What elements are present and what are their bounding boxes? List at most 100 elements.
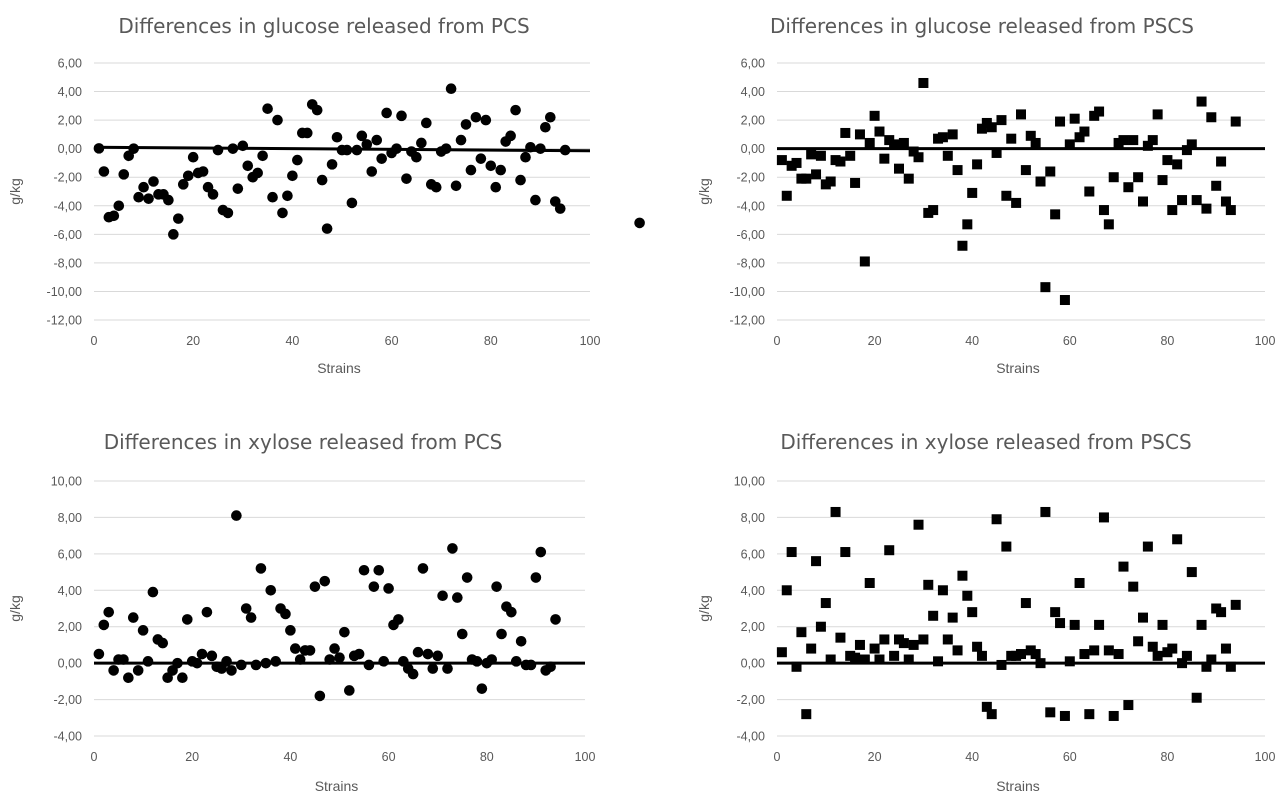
- data-point: [903, 654, 914, 665]
- data-point: [232, 183, 244, 194]
- data-point: [952, 645, 963, 656]
- data-point: [240, 603, 252, 614]
- data-point: [505, 130, 516, 142]
- data-point: [859, 256, 870, 267]
- y-tick-label: -12,00: [47, 314, 82, 328]
- data-point: [378, 656, 389, 667]
- y-tick-label: 8,00: [58, 511, 82, 525]
- data-point: [1220, 196, 1231, 207]
- data-point: [1201, 661, 1212, 672]
- data-point: [535, 143, 546, 154]
- data-point: [314, 690, 326, 702]
- data-point: [371, 134, 383, 146]
- data-point: [1142, 541, 1153, 552]
- y-axis-label: g/kg: [696, 178, 712, 204]
- data-point: [850, 177, 861, 188]
- x-tick-label: 60: [1063, 750, 1077, 764]
- data-point: [142, 656, 154, 667]
- data-point: [806, 643, 817, 654]
- data-point: [825, 654, 836, 665]
- data-point: [957, 570, 968, 581]
- data-point: [93, 143, 105, 154]
- data-point: [138, 181, 149, 193]
- data-point: [292, 154, 303, 166]
- data-point: [407, 668, 419, 680]
- y-axis-label: g/kg: [7, 595, 23, 621]
- chart-glucose-pcs-svg: Differences in glucose released from PCS…: [7, 14, 645, 376]
- data-point: [835, 632, 846, 643]
- data-point: [1040, 506, 1051, 517]
- data-point: [903, 173, 914, 184]
- data-point: [93, 648, 105, 660]
- data-point: [1084, 709, 1095, 720]
- data-point: [1035, 176, 1046, 187]
- data-point: [1152, 650, 1163, 661]
- data-point: [123, 672, 134, 684]
- y-tick-label: 6,00: [58, 57, 82, 71]
- chart-title: Differences in glucose released from PSC…: [770, 14, 1194, 38]
- y-tick-label: -2,00: [54, 693, 83, 707]
- data-point: [311, 104, 323, 116]
- data-point: [1079, 649, 1090, 660]
- chart-glucose-pcs: Differences in glucose released from PCS…: [0, 0, 645, 400]
- y-tick-label: 4,00: [741, 85, 765, 99]
- data-point: [1201, 203, 1212, 214]
- data-point: [113, 200, 125, 212]
- data-point: [791, 661, 802, 672]
- y-tick-label: -10,00: [47, 285, 82, 299]
- data-point: [845, 150, 856, 161]
- data-point: [361, 139, 373, 150]
- data-point: [1084, 186, 1095, 197]
- data-point: [894, 163, 904, 174]
- data-point: [898, 137, 909, 148]
- data-point: [191, 657, 203, 669]
- data-point: [889, 139, 900, 150]
- data-point: [791, 157, 802, 168]
- x-tick-label: 20: [185, 750, 199, 764]
- data-point: [412, 646, 424, 658]
- data-point: [1074, 578, 1085, 588]
- data-point: [157, 637, 169, 649]
- data-point: [545, 661, 556, 673]
- y-tick-label: -10,00: [730, 285, 765, 299]
- data-point: [237, 140, 249, 152]
- data-point: [339, 626, 350, 638]
- chart-glucose-pscs-svg: Differences in glucose released from PSC…: [696, 14, 1275, 376]
- data-point: [942, 150, 953, 161]
- chart-xylose-pcs-svg: Differences in xylose released from PCS 1…: [7, 430, 595, 794]
- data-point: [1211, 180, 1222, 191]
- data-point: [316, 174, 328, 186]
- data-point: [840, 127, 851, 138]
- data-point: [1006, 133, 1017, 144]
- data-point: [510, 104, 521, 116]
- data-point: [341, 144, 353, 156]
- data-point: [879, 634, 890, 645]
- data-point: [442, 663, 453, 674]
- data-point: [1098, 512, 1109, 523]
- data-point: [806, 149, 817, 160]
- data-point: [972, 641, 983, 652]
- data-point: [1011, 197, 1022, 208]
- y-tick-label: 2,00: [58, 114, 82, 128]
- y-tick-label: -4,00: [54, 730, 83, 744]
- data-point: [1113, 649, 1124, 660]
- data-point: [168, 229, 179, 240]
- data-point: [460, 119, 472, 130]
- data-point: [889, 650, 900, 661]
- data-point: [304, 645, 316, 656]
- data-point: [118, 654, 129, 665]
- data-point: [137, 625, 149, 636]
- data-point: [986, 122, 997, 133]
- data-point: [236, 659, 247, 671]
- data-point: [957, 240, 968, 251]
- data-point: [456, 628, 468, 640]
- data-point: [1142, 140, 1153, 151]
- data-point: [967, 607, 978, 618]
- data-point: [421, 117, 432, 129]
- data-point: [143, 193, 154, 204]
- data-point: [368, 581, 380, 592]
- data-point: [1069, 619, 1080, 630]
- y-tick-label: 4,00: [58, 584, 82, 598]
- y-tick-label: -8,00: [737, 256, 766, 270]
- data-point: [252, 167, 263, 179]
